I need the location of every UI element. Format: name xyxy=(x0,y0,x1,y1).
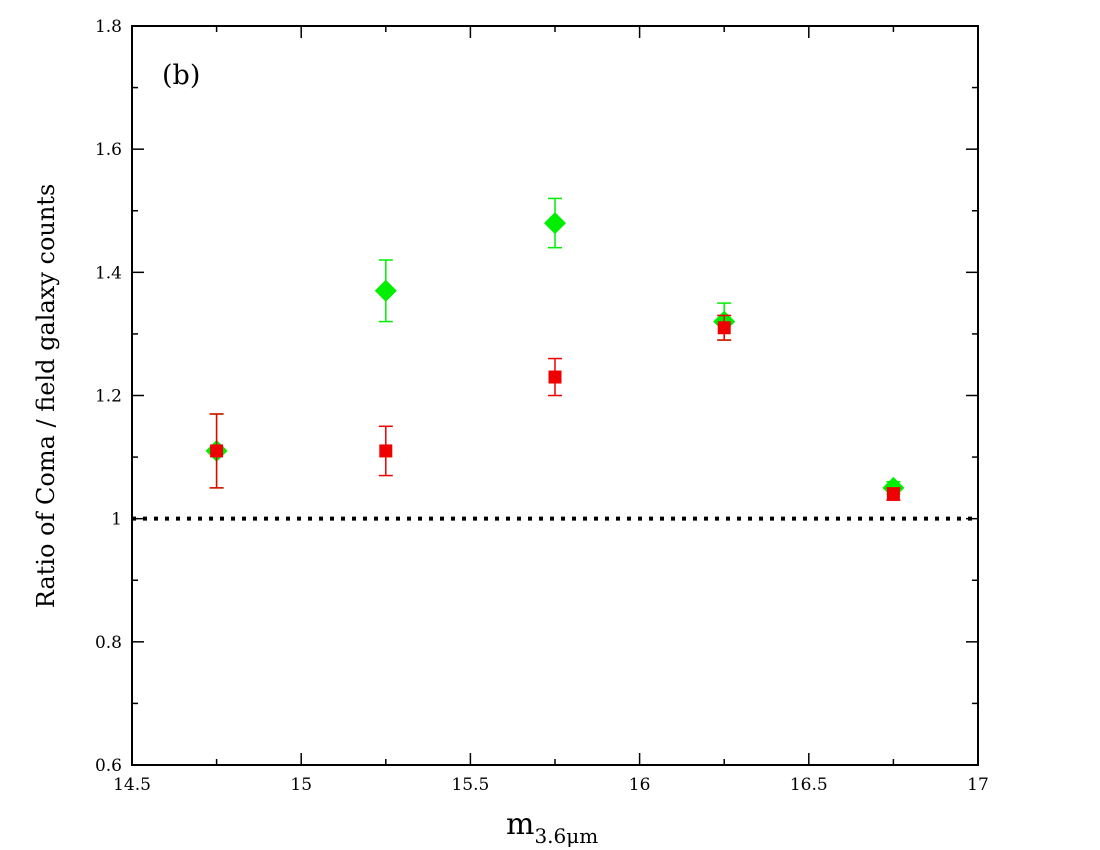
red-squares-point xyxy=(886,487,900,501)
y-tick-label: 0.6 xyxy=(95,756,122,776)
red-squares-point xyxy=(379,444,393,458)
green-diamonds-point xyxy=(374,279,397,302)
x-axis-title-subscript: 3.6μm xyxy=(534,824,598,848)
data-series xyxy=(205,197,905,501)
y-tick-label: 1 xyxy=(111,510,122,530)
y-tick-label: 0.8 xyxy=(95,633,122,653)
red-squares-point xyxy=(210,444,224,458)
x-tick-label: 16.5 xyxy=(790,775,828,795)
x-axis-title-main: m xyxy=(506,807,534,842)
tick-labels: 14.5 15 15.5 16 16.5 17 0.6 0.8 1 1.2 1.4 1.6 1.8 xyxy=(95,17,989,795)
plot-frame xyxy=(131,25,979,766)
x-tick-label: 15 xyxy=(290,775,312,795)
x-tick-label: 17 xyxy=(967,775,989,795)
x-axis-title: m3.6μm xyxy=(506,807,598,848)
y-tick-label: 1.4 xyxy=(95,263,122,283)
y-axis-title: Ratio of Coma / field galaxy counts xyxy=(32,184,60,609)
y-tick-label: 1.6 xyxy=(95,140,122,160)
green-diamonds-point xyxy=(544,212,566,235)
panel-label: (b) xyxy=(162,60,200,91)
red-squares-point xyxy=(548,370,562,384)
y-tick-label: 1.8 xyxy=(95,17,122,37)
y-tick-label: 1.2 xyxy=(95,387,122,407)
x-tick-label: 16 xyxy=(629,775,651,795)
x-tick-label: 15.5 xyxy=(451,775,489,795)
x-tick-label: 14.5 xyxy=(113,775,151,795)
red-squares-point xyxy=(717,321,731,335)
